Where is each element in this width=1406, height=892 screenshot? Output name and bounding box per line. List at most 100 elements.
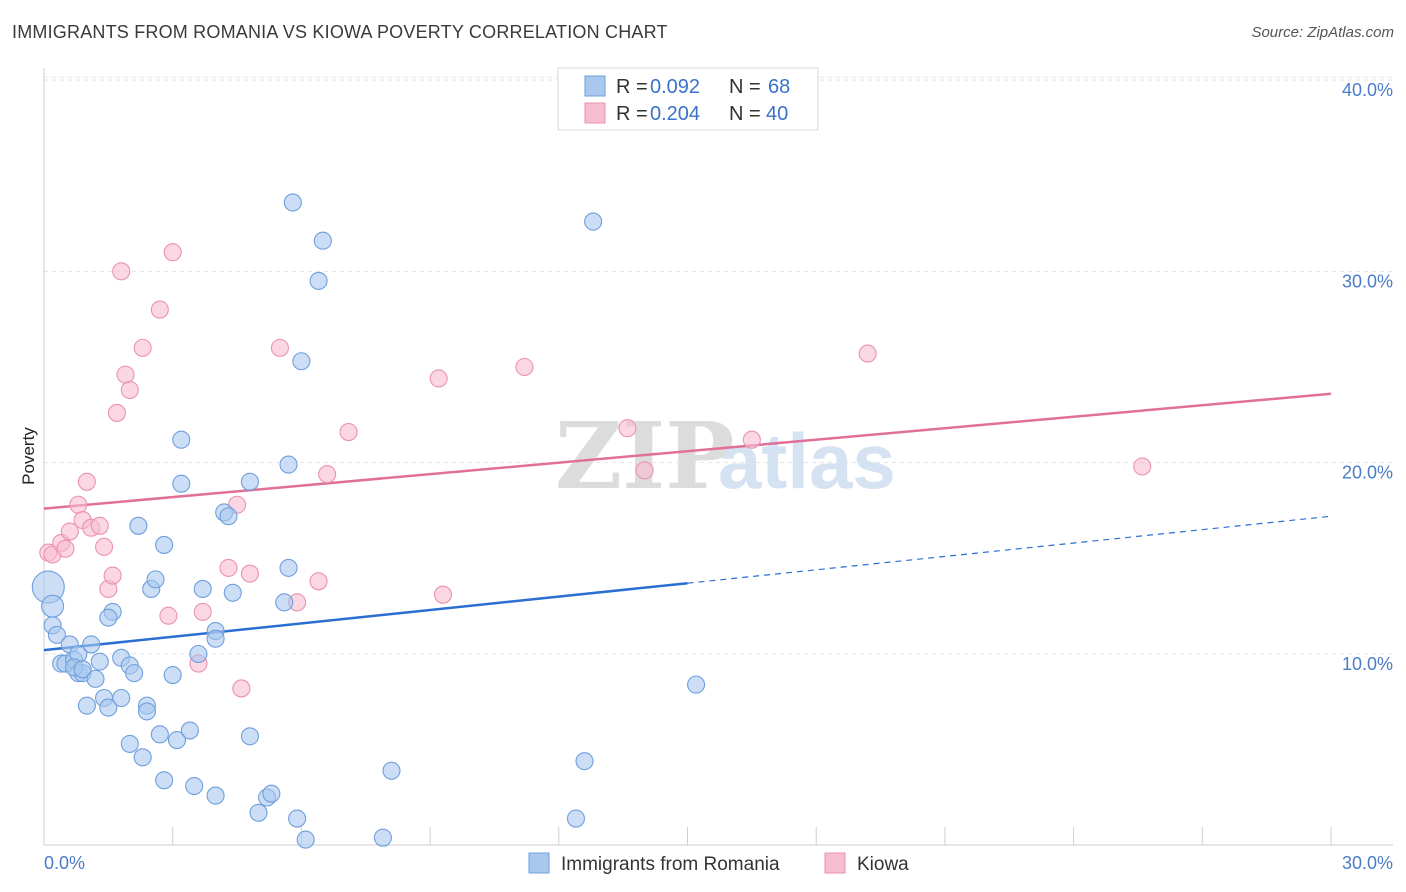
kiowa-point-30 [318, 465, 337, 484]
romania-point-60 [296, 830, 315, 849]
romania-trend-line [43, 581, 688, 652]
kiowa-point-36 [635, 461, 654, 480]
romania-point-48 [223, 583, 242, 602]
kiowa-point-20 [163, 243, 182, 262]
kiowa-point-3 [56, 539, 75, 558]
romania-point-42 [155, 771, 174, 790]
romania-point-34 [163, 665, 182, 685]
kiowa-point-4 [60, 522, 79, 541]
kiowa-point-5 [69, 495, 88, 514]
romania-point-47 [219, 507, 238, 526]
romania-point-50 [240, 472, 259, 491]
legend-r-label-romania: R = [616, 76, 648, 98]
romania-point-12 [77, 696, 96, 715]
kiowa-point-16 [120, 380, 139, 400]
romania-point-64 [382, 761, 401, 780]
y-tick-label-30: 30.0% [1342, 271, 1393, 291]
kiowa-point-25 [232, 679, 251, 698]
kiowa-point-38 [858, 344, 877, 363]
romania-point-51 [249, 803, 268, 822]
kiowa-trend-line [43, 392, 1332, 510]
bottom-legend-swatch-romania [528, 852, 550, 874]
romania-point-32 [150, 725, 169, 744]
legend-r-value-kiowa: 0.204 [650, 103, 700, 125]
data-points [31, 193, 1152, 849]
romania-point-14 [82, 635, 101, 654]
y-tick-label-40: 40.0% [1342, 80, 1393, 100]
romania-point-62 [313, 231, 332, 250]
kiowa-point-33 [433, 585, 453, 604]
legend-box: R = 0.092 N = 68 R = 0.204 N = 40 [557, 67, 819, 131]
romania-point-39 [185, 776, 204, 796]
romania-point-31 [133, 748, 152, 767]
kiowa-point-37 [742, 430, 761, 449]
romania-point-13 [73, 660, 92, 679]
kiowa-point-14 [112, 262, 131, 281]
romania-point-3 [47, 625, 66, 644]
kiowa-point-22 [193, 602, 212, 621]
y-tick-label-10: 10.0% [1342, 654, 1393, 674]
legend-swatch-kiowa [584, 102, 606, 124]
romania-point-30 [120, 734, 139, 753]
romania-point-45 [206, 629, 225, 648]
legend-r-label-kiowa: R = [616, 103, 648, 125]
y-axis-label: Poverty [19, 427, 38, 485]
romania-point-68 [584, 212, 603, 231]
romania-point-43 [206, 786, 225, 805]
romania-point-53 [262, 784, 281, 803]
legend-r-value-romania: 0.092 [650, 76, 700, 98]
romania-point-61 [309, 271, 328, 290]
kiowa-point-12 [103, 566, 122, 585]
romania-point-65 [566, 809, 586, 828]
romania-point-27 [137, 702, 157, 721]
romania-point-63 [373, 828, 392, 847]
romania-point-56 [279, 455, 298, 474]
kiowa-point-9 [90, 516, 109, 535]
legend-n-value-romania: 68 [768, 76, 790, 98]
romania-point-58 [288, 809, 307, 828]
romania-point-36 [172, 430, 191, 449]
kiowa-point-13 [107, 403, 126, 422]
romania-point-29 [146, 570, 165, 589]
romania-point-35 [167, 731, 187, 750]
kiowa-point-10 [95, 537, 114, 556]
kiowa-point-34 [515, 357, 534, 377]
romania-point-54 [275, 593, 294, 612]
romania-point-40 [189, 644, 208, 664]
bottom-legend-swatch-kiowa [824, 852, 846, 874]
kiowa-point-31 [339, 423, 358, 442]
x-tick-label-min: 0.0% [44, 853, 85, 873]
romania-point-37 [172, 474, 191, 493]
romania-point-38 [180, 721, 199, 740]
y-tick-label-20: 20.0% [1342, 463, 1393, 483]
romania-point-25 [129, 516, 148, 535]
romania-point-67 [687, 675, 706, 694]
romania-point-20 [99, 608, 118, 627]
kiowa-point-15 [116, 365, 135, 384]
romania-point-59 [292, 352, 311, 371]
kiowa-point-19 [159, 606, 178, 625]
kiowa-point-35 [618, 419, 637, 438]
watermark-atlas: atlas [718, 417, 896, 505]
bottom-legend-label-romania: Immigrants from Romania [561, 854, 780, 875]
kiowa-point-26 [240, 564, 259, 583]
bottom-legend: Immigrants from Romania Kiowa [528, 852, 909, 875]
romania-point-24 [125, 664, 144, 683]
legend-swatch-romania [584, 75, 606, 97]
bottom-legend-label-kiowa: Kiowa [857, 854, 909, 875]
kiowa-point-32 [429, 369, 448, 388]
kiowa-point-23 [219, 558, 238, 577]
romania-point-55 [279, 558, 298, 577]
source-label: Source: ZipAtlas.com [1251, 24, 1394, 41]
kiowa-point-27 [270, 338, 290, 357]
x-tick-label-max: 30.0% [1342, 853, 1393, 873]
legend-n-label-kiowa: N = [729, 103, 761, 125]
romania-point-22 [112, 688, 131, 708]
romania-point-16 [90, 652, 109, 671]
romania-point-18 [99, 698, 118, 717]
kiowa-point-18 [150, 300, 169, 319]
romania-point-33 [155, 535, 174, 554]
kiowa-point-39 [1133, 457, 1152, 476]
romania-point-41 [193, 579, 212, 598]
